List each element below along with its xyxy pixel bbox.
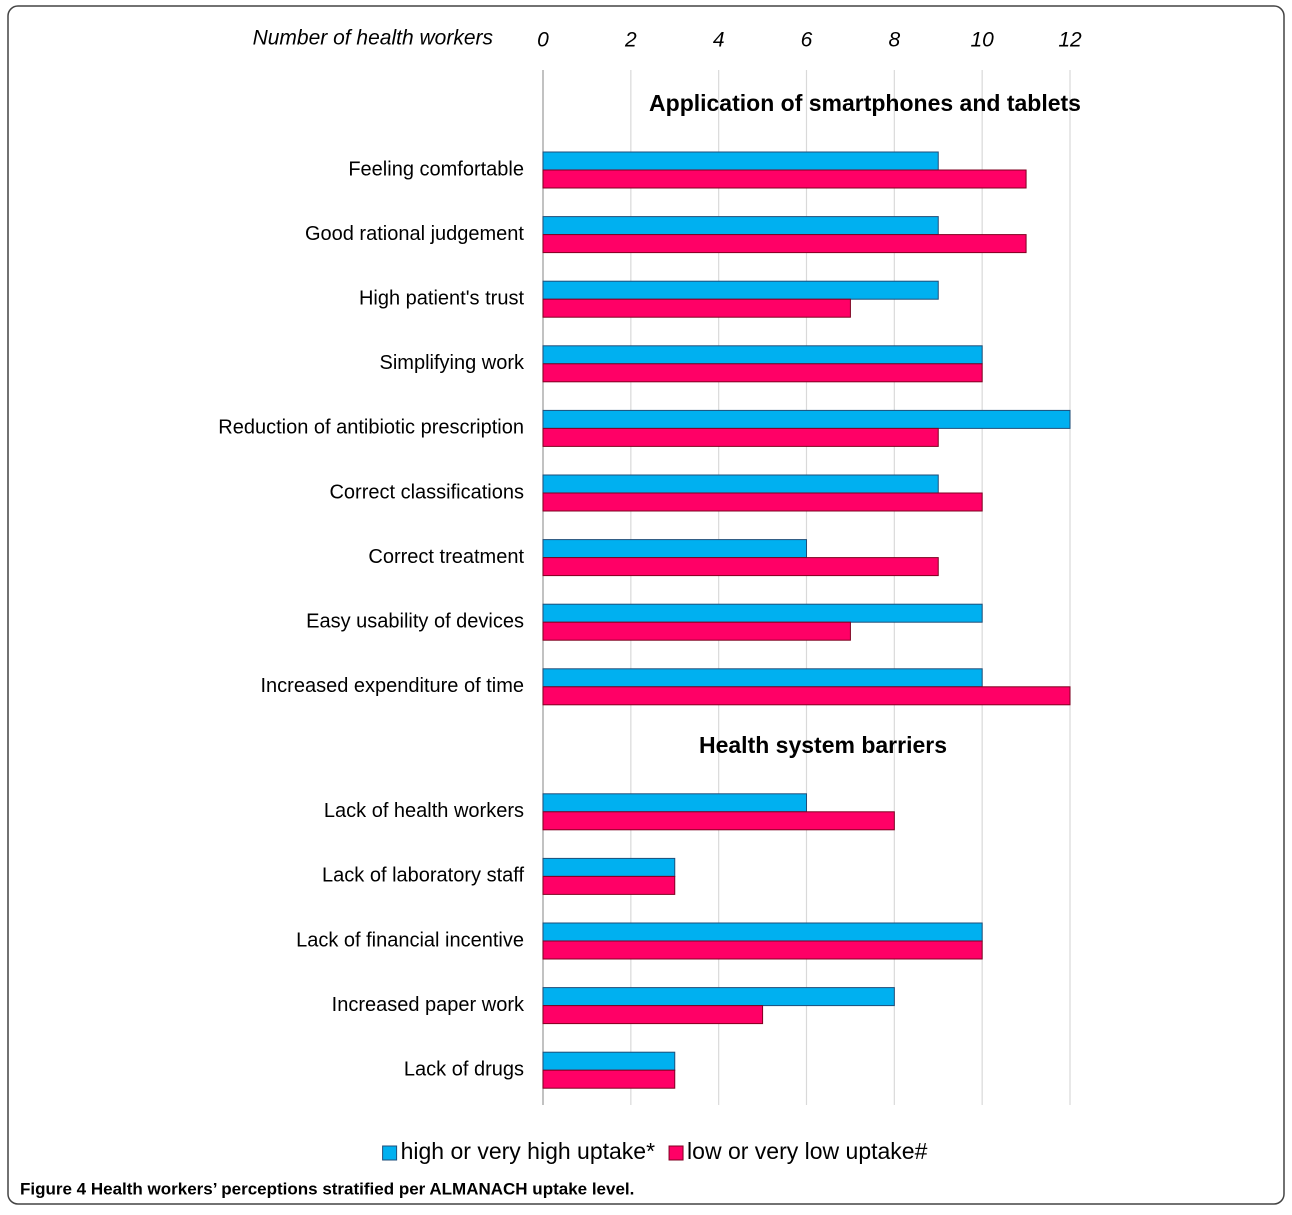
y-tick-label: High patient's trust [359, 287, 524, 309]
bar [542, 857, 676, 877]
legend-label: high or very high uptake* [401, 1138, 655, 1164]
bar [542, 363, 983, 383]
y-tick-label: Increased paper work [332, 994, 525, 1016]
y-tick-label: Lack of laboratory staff [322, 865, 524, 887]
y-tick-label: Lack of drugs [404, 1058, 524, 1080]
bar [542, 427, 939, 447]
bar [542, 1069, 676, 1089]
bar [542, 922, 983, 942]
bar [542, 811, 895, 831]
bar [542, 345, 983, 365]
bar [542, 875, 676, 895]
bar [542, 298, 851, 318]
caption: Figure 4 Health workers’ perceptions str… [20, 1179, 634, 1198]
frame [7, 5, 1285, 1205]
bar [542, 940, 983, 960]
x-tick-label: 4 [713, 29, 725, 52]
x-tick-label: 10 [970, 29, 994, 52]
y-tick-label: Lack of health workers [324, 800, 524, 822]
bar [542, 557, 939, 577]
bar [542, 492, 983, 512]
bar [542, 603, 983, 623]
section-title: Application of smartphones and tablets [649, 90, 1081, 116]
bar [542, 686, 1071, 706]
y-tick-label: Increased expenditure of time [261, 675, 525, 697]
x-tick-label: 6 [801, 29, 813, 52]
section-title: Health system barriers [699, 732, 947, 758]
bar [542, 234, 1027, 254]
bar [542, 474, 939, 494]
bar [542, 668, 983, 688]
y-tick-label: Easy usability of devices [306, 610, 524, 632]
y-tick-label: Correct treatment [368, 546, 524, 568]
bar [542, 280, 939, 300]
x-tick-label: 2 [624, 29, 637, 52]
x-axis-label: Number of health workers [253, 27, 494, 50]
bar [542, 539, 807, 559]
bar [542, 1051, 676, 1071]
y-tick-label: Simplifying work [380, 352, 525, 374]
y-tick-label: Good rational judgement [305, 223, 524, 245]
bar [542, 151, 939, 171]
bar [542, 987, 895, 1007]
x-tick-label: 12 [1058, 29, 1082, 52]
y-tick-label: Reduction of antibiotic prescription [218, 417, 524, 439]
bar [542, 793, 807, 813]
legend-label: low or very low uptake# [687, 1138, 928, 1164]
x-tick-label: 0 [537, 29, 549, 52]
y-tick-label: Correct classifications [329, 481, 524, 503]
bar [542, 216, 939, 236]
bar [542, 409, 1071, 429]
bar [542, 1005, 764, 1025]
bar [542, 169, 1027, 189]
bar [542, 621, 851, 641]
legend-swatch [668, 1145, 684, 1161]
legend-swatch [382, 1145, 398, 1161]
y-tick-label: Lack of financial incentive [296, 929, 524, 951]
x-tick-label: 8 [888, 29, 900, 52]
y-tick-label: Feeling comfortable [348, 158, 524, 180]
